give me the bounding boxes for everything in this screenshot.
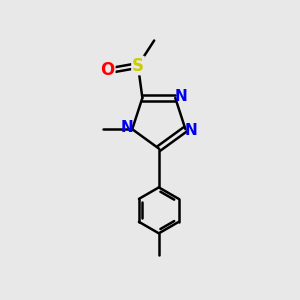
Text: N: N (184, 123, 197, 138)
Text: O: O (100, 61, 115, 79)
Text: N: N (174, 89, 187, 104)
Text: N: N (121, 120, 133, 135)
Text: S: S (132, 56, 144, 74)
